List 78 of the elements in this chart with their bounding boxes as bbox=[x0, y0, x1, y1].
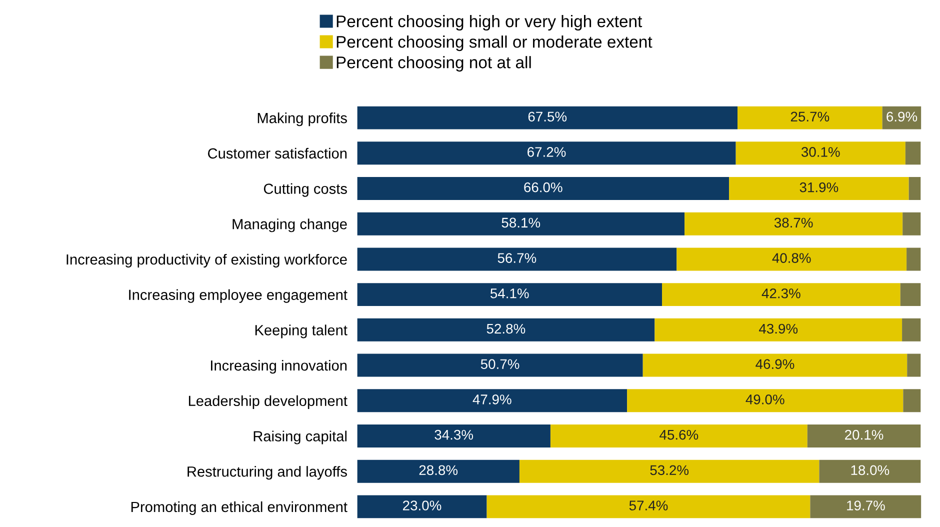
bar bbox=[902, 318, 921, 342]
bar bbox=[627, 389, 904, 412]
data-label: 23.0% bbox=[403, 500, 442, 510]
bar bbox=[357, 460, 520, 483]
legend-label: Percent choosing high or very high extent bbox=[336, 15, 642, 31]
y-tick-label: Leadership development bbox=[188, 395, 348, 409]
data-label: 67.2% bbox=[528, 147, 566, 157]
y-tick-label: Restructuring and layoffs bbox=[188, 466, 347, 480]
y-tick-label: Raising capital bbox=[254, 430, 347, 444]
data-label: 6.9% bbox=[886, 112, 918, 122]
bar bbox=[357, 212, 685, 236]
bar bbox=[662, 283, 900, 306]
bar bbox=[654, 318, 902, 342]
y-tick-label: Keeping talent bbox=[255, 324, 348, 338]
data-label: 56.7% bbox=[498, 253, 536, 263]
data-label: 43.9% bbox=[759, 324, 798, 334]
bar bbox=[550, 424, 808, 448]
y-tick-label: Managing change bbox=[232, 218, 347, 232]
bar bbox=[908, 177, 921, 200]
y-tick-label: Making profits bbox=[258, 112, 347, 126]
data-label: 46.9% bbox=[756, 359, 794, 370]
data-label: 40.8% bbox=[772, 253, 811, 263]
bar bbox=[684, 212, 903, 236]
data-label: 19.7% bbox=[847, 500, 885, 510]
y-tick-label: Cutting costs bbox=[264, 183, 347, 197]
bar bbox=[807, 424, 921, 448]
bar bbox=[738, 106, 882, 130]
data-label: 67.5% bbox=[528, 112, 567, 122]
data-label: 58.1% bbox=[502, 218, 540, 228]
data-label: 47.9% bbox=[472, 394, 512, 404]
data-label: 20.1% bbox=[845, 430, 884, 440]
bar bbox=[357, 142, 736, 165]
y-tick-label: Increasing productivity of existing workforce bbox=[66, 254, 347, 268]
data-label: 28.8% bbox=[419, 465, 458, 476]
bar bbox=[357, 424, 550, 448]
bar bbox=[486, 495, 810, 518]
data-label: 53.2% bbox=[650, 465, 689, 476]
y-tick-label: Increasing employee engagement bbox=[129, 289, 348, 303]
bar bbox=[902, 212, 921, 236]
data-label: 34.3% bbox=[434, 430, 474, 440]
bar bbox=[906, 248, 921, 271]
legend-label: Percent choosing not at all bbox=[336, 56, 531, 72]
bar bbox=[642, 354, 908, 377]
data-label: 25.7% bbox=[790, 112, 830, 122]
bar bbox=[810, 495, 922, 518]
bar bbox=[676, 248, 907, 271]
data-label: 38.7% bbox=[774, 218, 813, 228]
bar bbox=[357, 389, 628, 412]
data-label: 42.3% bbox=[762, 288, 800, 298]
data-label: 30.1% bbox=[801, 147, 840, 157]
bar bbox=[357, 177, 730, 200]
bar bbox=[519, 460, 820, 483]
bar bbox=[900, 283, 921, 306]
data-label: 31.9% bbox=[800, 182, 838, 192]
bar bbox=[357, 248, 677, 271]
bar bbox=[357, 495, 487, 518]
y-tick-label: Increasing innovation bbox=[211, 360, 347, 374]
bar bbox=[357, 318, 655, 342]
legend-label: Percent choosing small or moderate extent bbox=[336, 36, 652, 52]
bar bbox=[905, 142, 921, 165]
bar bbox=[357, 354, 643, 377]
bar bbox=[357, 283, 662, 306]
data-label: 66.0% bbox=[524, 182, 562, 192]
bar bbox=[729, 177, 909, 200]
data-label: 18.0% bbox=[851, 465, 890, 476]
bar bbox=[357, 106, 738, 130]
data-label: 49.0% bbox=[746, 394, 784, 404]
bar bbox=[903, 389, 921, 412]
data-label: 54.1% bbox=[490, 288, 529, 298]
bar bbox=[736, 142, 906, 165]
data-label: 45.6% bbox=[660, 430, 698, 440]
bar bbox=[907, 354, 921, 377]
y-tick-label: Customer satisfaction bbox=[208, 148, 347, 159]
data-label: 50.7% bbox=[480, 359, 520, 370]
y-tick-label: Promoting an ethical environment bbox=[131, 501, 348, 515]
bar bbox=[819, 460, 921, 483]
data-label: 52.8% bbox=[486, 324, 526, 334]
data-label: 57.4% bbox=[629, 500, 668, 510]
